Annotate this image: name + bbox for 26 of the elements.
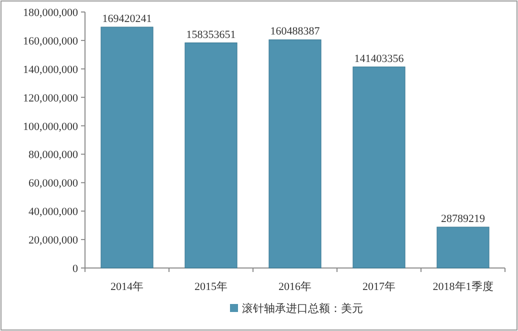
y-tick-label: 120,000,000 bbox=[23, 92, 78, 104]
y-tick-label: 100,000,000 bbox=[23, 120, 78, 133]
y-tick-label: 40,000,000 bbox=[28, 206, 78, 218]
y-tick-label: 20,000,000 bbox=[28, 234, 78, 247]
bar bbox=[100, 26, 154, 268]
data-label: 158353651 bbox=[186, 28, 236, 41]
x-tick-label: 2016年 bbox=[278, 281, 312, 293]
y-tick-label: 140,000,000 bbox=[23, 64, 78, 76]
y-tick-label: 60,000,000 bbox=[28, 178, 78, 190]
y-tick-label: 160,000,000 bbox=[23, 35, 78, 48]
bar bbox=[352, 66, 406, 268]
y-tick-label: 0 bbox=[72, 263, 78, 275]
legend-label: 滚针轴承进口总额：美元 bbox=[242, 302, 363, 315]
y-tick-label: 180,000,000 bbox=[23, 7, 78, 19]
x-tick-label: 2014年 bbox=[110, 281, 144, 293]
y-tick-label: 80,000,000 bbox=[28, 149, 78, 162]
data-label: 141403356 bbox=[354, 52, 404, 65]
data-label: 169420241 bbox=[102, 13, 152, 26]
bar bbox=[436, 226, 490, 268]
bar bbox=[268, 39, 322, 268]
bar bbox=[184, 42, 238, 268]
x-tick-label: 2015年 bbox=[194, 281, 228, 293]
data-label: 28789219 bbox=[441, 213, 486, 226]
x-tick-label: 2017年 bbox=[362, 281, 396, 293]
data-label: 160488387 bbox=[270, 26, 320, 38]
x-tick-label: 2018年1季度 bbox=[432, 280, 494, 293]
